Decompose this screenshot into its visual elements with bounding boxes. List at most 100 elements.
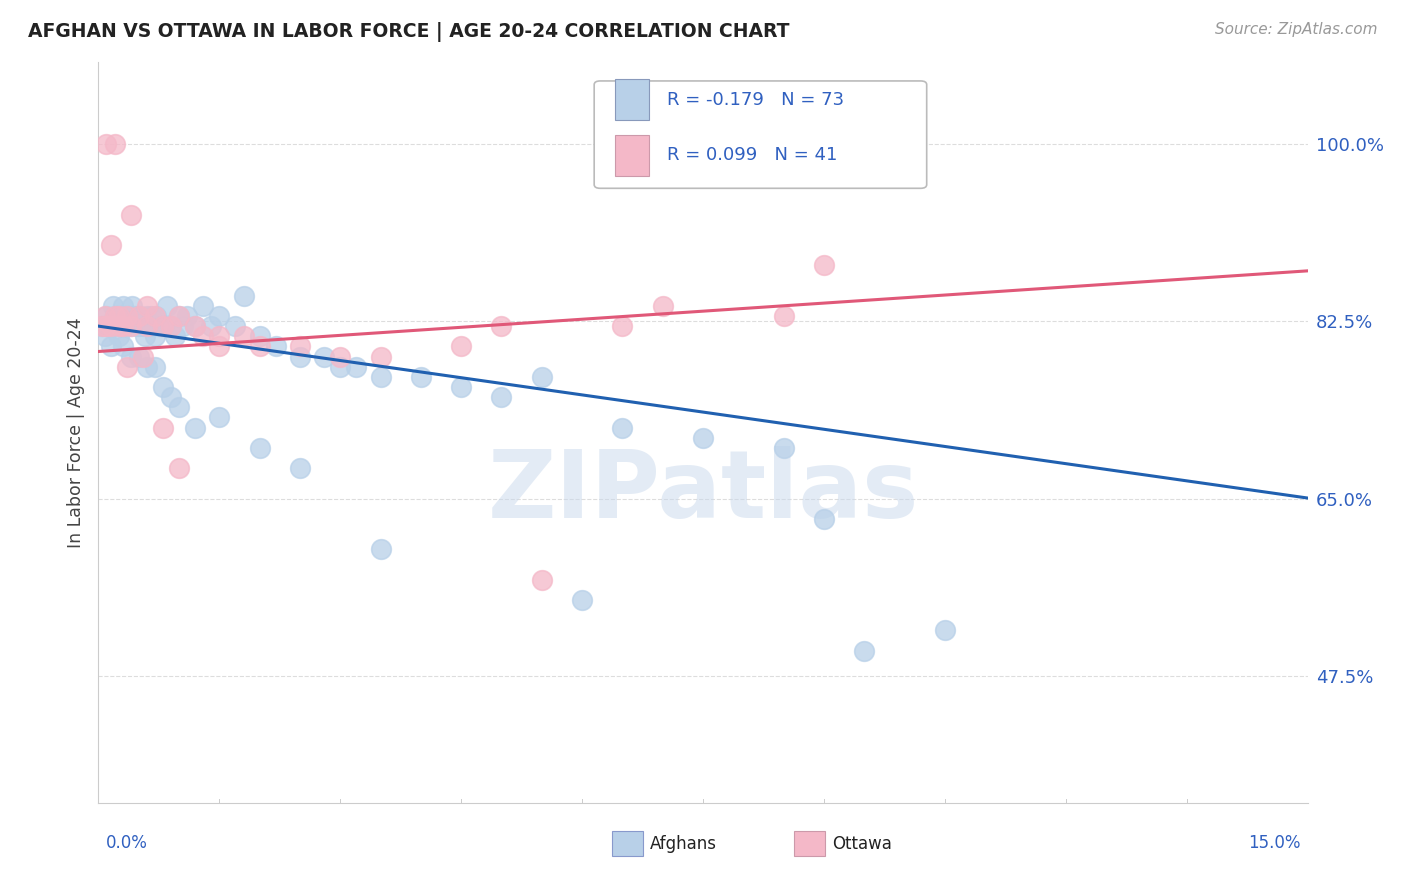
Point — [121, 299, 143, 313]
Point — [152, 380, 174, 394]
Point — [167, 461, 190, 475]
Point — [120, 319, 142, 334]
Point — [143, 359, 166, 374]
Text: R = 0.099   N = 41: R = 0.099 N = 41 — [666, 146, 837, 164]
Point — [160, 390, 183, 404]
Point — [167, 309, 190, 323]
Point — [184, 420, 207, 434]
Text: 15.0%: 15.0% — [1249, 834, 1301, 852]
Point — [160, 319, 183, 334]
Text: AFGHAN VS OTTAWA IN LABOR FORCE | AGE 20-24 CORRELATION CHART: AFGHAN VS OTTAWA IN LABOR FORCE | AGE 20… — [28, 22, 790, 42]
Point — [135, 359, 157, 374]
Point — [491, 390, 513, 404]
FancyBboxPatch shape — [614, 135, 648, 176]
Text: Ottawa: Ottawa — [832, 835, 893, 853]
Point — [208, 339, 231, 353]
Point — [813, 512, 835, 526]
Point — [152, 420, 174, 434]
Point — [184, 319, 207, 334]
Point — [232, 289, 254, 303]
Point — [314, 350, 336, 364]
Point — [208, 329, 231, 343]
FancyBboxPatch shape — [595, 81, 927, 188]
Point — [100, 319, 122, 334]
Point — [103, 309, 125, 323]
Point — [370, 542, 392, 557]
Point — [450, 339, 472, 353]
Point — [142, 319, 165, 334]
Point — [101, 299, 124, 313]
Point — [148, 319, 170, 334]
Point — [249, 441, 271, 455]
Point — [612, 319, 634, 334]
Point — [120, 350, 142, 364]
Point — [344, 359, 367, 374]
Point — [115, 319, 138, 334]
Point — [129, 309, 152, 323]
Point — [370, 350, 392, 364]
Point — [143, 329, 166, 343]
Point — [107, 309, 129, 323]
Point — [329, 350, 352, 364]
Point — [105, 319, 128, 334]
Point — [91, 319, 114, 334]
Point — [232, 329, 254, 343]
Point — [135, 319, 157, 334]
Point — [651, 299, 673, 313]
Point — [103, 309, 125, 323]
Text: Afghans: Afghans — [650, 835, 717, 853]
Point — [167, 401, 190, 415]
FancyBboxPatch shape — [612, 831, 643, 856]
Point — [249, 339, 271, 353]
FancyBboxPatch shape — [614, 79, 648, 120]
Point — [115, 309, 138, 323]
Point — [167, 309, 190, 323]
Point — [264, 339, 287, 353]
Point — [163, 329, 186, 343]
Point — [94, 329, 117, 343]
Point — [934, 624, 956, 638]
Point — [152, 319, 174, 334]
Point — [370, 369, 392, 384]
Point — [329, 359, 352, 374]
Point — [135, 299, 157, 313]
Point — [107, 329, 129, 343]
Point — [124, 309, 146, 323]
Point — [127, 319, 149, 334]
Point — [152, 319, 174, 334]
Point — [491, 319, 513, 334]
Point — [94, 309, 117, 323]
Point — [112, 309, 135, 323]
Point — [128, 309, 150, 323]
Point — [772, 309, 794, 323]
Point — [120, 208, 142, 222]
Point — [193, 299, 215, 313]
Point — [111, 339, 134, 353]
Point — [172, 319, 194, 334]
Point — [156, 299, 179, 313]
Point — [208, 410, 231, 425]
Point — [97, 319, 120, 334]
Point — [96, 136, 118, 151]
Point — [138, 319, 160, 334]
Point — [145, 309, 167, 323]
Point — [208, 309, 231, 323]
Point — [100, 238, 122, 252]
Point — [120, 319, 142, 334]
Text: ZIPatlas: ZIPatlas — [488, 446, 918, 538]
Point — [132, 350, 155, 364]
Point — [530, 573, 553, 587]
Point — [249, 329, 271, 343]
Point — [772, 441, 794, 455]
Point — [91, 319, 114, 334]
Point — [143, 309, 166, 323]
FancyBboxPatch shape — [794, 831, 825, 856]
Text: 0.0%: 0.0% — [105, 834, 148, 852]
Point — [103, 136, 125, 151]
Point — [118, 309, 141, 323]
Point — [128, 350, 150, 364]
Point — [111, 299, 134, 313]
Point — [110, 309, 132, 323]
Point — [200, 319, 222, 334]
Point — [530, 369, 553, 384]
